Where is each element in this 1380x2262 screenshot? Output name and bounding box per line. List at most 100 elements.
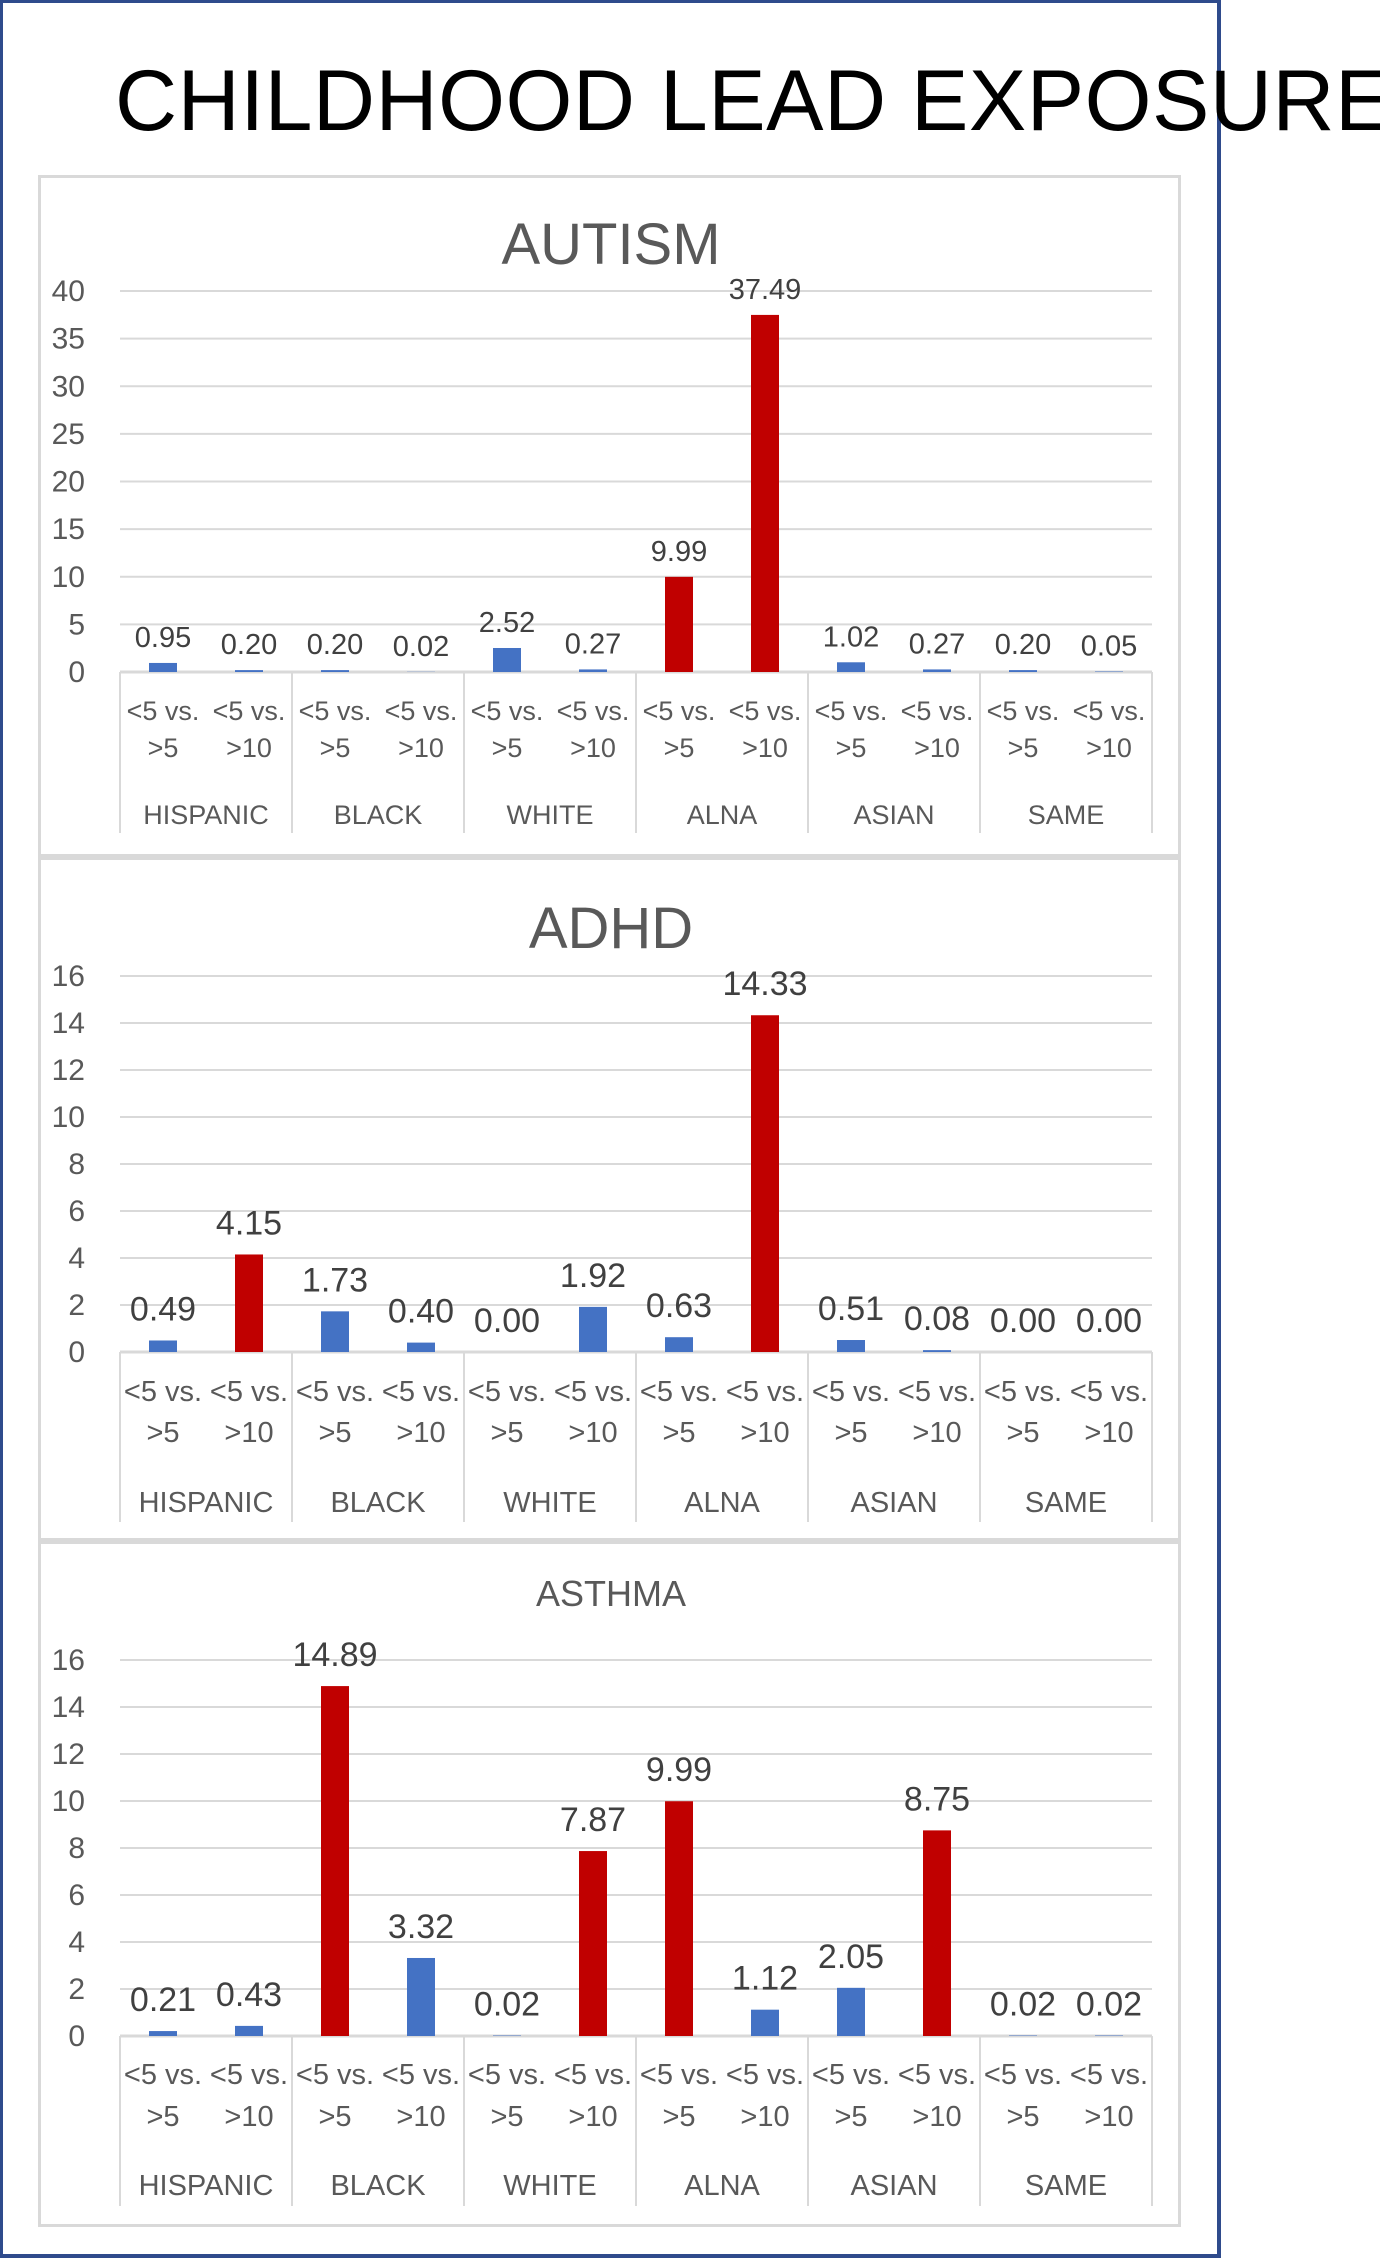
x-tick-label: >10 xyxy=(1084,1417,1133,1449)
bar xyxy=(149,1340,177,1352)
data-label: 0.00 xyxy=(990,1302,1056,1340)
bar xyxy=(923,1350,951,1352)
data-label: 0.05 xyxy=(1081,631,1137,663)
x-tick-label: <5 vs. xyxy=(901,696,974,726)
group-label: ALNA xyxy=(684,2170,760,2202)
x-tick-label: <5 vs. xyxy=(643,696,716,726)
y-tick-label: 14 xyxy=(52,1007,85,1040)
y-tick-label: 14 xyxy=(52,1691,85,1724)
bar xyxy=(407,1342,435,1352)
x-tick-label: <5 vs. xyxy=(296,1376,374,1408)
x-tick-label: >10 xyxy=(396,2101,445,2133)
group-label: BLACK xyxy=(330,2170,426,2202)
x-tick-label: <5 vs. xyxy=(382,1376,460,1408)
x-tick-label: >5 xyxy=(1008,733,1039,763)
page-frame xyxy=(0,0,1221,2258)
x-tick-label: <5 vs. xyxy=(299,696,372,726)
x-tick-label: <5 vs. xyxy=(729,696,802,726)
x-tick-label: <5 vs. xyxy=(726,1376,804,1408)
x-tick-label: <5 vs. xyxy=(468,1376,546,1408)
x-tick-label: >10 xyxy=(568,1417,617,1449)
x-tick-label: >10 xyxy=(396,1417,445,1449)
chart-title: ADHD xyxy=(529,896,693,961)
group-label: BLACK xyxy=(334,800,423,830)
group-label: SAME xyxy=(1025,2170,1107,2202)
bar xyxy=(751,1015,779,1352)
adhd-chart: 0 2 4 6 8 10 12 14 16 0.49 <5 vs. >5 4.15 <5 vs. >10 1.… xyxy=(52,896,1153,1522)
chart-title: AUTISM xyxy=(501,212,720,277)
asthma-chart-panel: 0 2 4 6 8 10 12 14 16 0.21 <5 vs. >5 0.43 <5 vs. >10 14… xyxy=(38,1541,1181,2227)
data-label: 14.89 xyxy=(292,1636,377,1674)
y-tick-label: 2 xyxy=(68,1289,85,1322)
bar xyxy=(321,1311,349,1352)
y-tick-label: 10 xyxy=(52,1101,85,1134)
data-label: 7.87 xyxy=(560,1801,626,1839)
x-tick-label: <5 vs. xyxy=(898,2059,976,2091)
bar xyxy=(579,1851,607,2036)
y-tick-label: 20 xyxy=(52,466,85,499)
x-tick-label: <5 vs. xyxy=(726,2059,804,2091)
data-label: 0.21 xyxy=(130,1981,196,2019)
data-label: 1.92 xyxy=(560,1257,626,1295)
x-tick-label: >10 xyxy=(912,2101,961,2133)
bar xyxy=(149,662,177,672)
bar xyxy=(751,314,779,672)
group-label: ALNA xyxy=(687,800,758,830)
x-tick-label: <5 vs. xyxy=(124,2059,202,2091)
x-tick-label: <5 vs. xyxy=(468,2059,546,2091)
x-tick-label: >10 xyxy=(912,1417,961,1449)
group-label: WHITE xyxy=(503,2170,596,2202)
y-tick-label: 16 xyxy=(52,960,85,993)
x-tick-label: <5 vs. xyxy=(385,696,458,726)
data-label: 9.99 xyxy=(651,536,707,568)
data-label: 0.95 xyxy=(135,622,191,654)
x-tick-label: >10 xyxy=(740,2101,789,2133)
x-tick-label: >5 xyxy=(320,733,351,763)
x-tick-label: <5 vs. xyxy=(984,1376,1062,1408)
group-label: SAME xyxy=(1025,1487,1107,1519)
x-tick-label: <5 vs. xyxy=(1070,1376,1148,1408)
x-tick-label: <5 vs. xyxy=(124,1376,202,1408)
x-tick-label: >10 xyxy=(1086,733,1132,763)
data-label: 0.43 xyxy=(216,1976,282,2014)
data-label: 0.02 xyxy=(393,631,449,663)
bar xyxy=(923,669,951,672)
x-tick-label: >10 xyxy=(914,733,960,763)
bar xyxy=(579,1306,607,1352)
group-label: ASIAN xyxy=(853,800,934,830)
x-tick-label: <5 vs. xyxy=(1070,2059,1148,2091)
y-tick-label: 12 xyxy=(52,1054,85,1087)
data-label: 0.63 xyxy=(646,1287,712,1325)
y-tick-label: 0 xyxy=(68,656,85,689)
x-tick-label: >5 xyxy=(490,2101,523,2133)
bar xyxy=(837,662,865,672)
x-tick-label: <5 vs. xyxy=(812,2059,890,2091)
bar xyxy=(837,1340,865,1352)
data-label: 1.73 xyxy=(302,1261,368,1299)
data-label: 0.08 xyxy=(904,1300,970,1338)
autism-chart: 0 5 10 15 20 25 30 35 40 0.95 <5 vs. >5 0.20 <5 vs. >1… xyxy=(52,212,1153,833)
bar xyxy=(321,670,349,672)
x-tick-label: <5 vs. xyxy=(815,696,888,726)
bar xyxy=(751,2009,779,2036)
bar xyxy=(235,2025,263,2036)
x-tick-label: <5 vs. xyxy=(898,1376,976,1408)
y-tick-label: 0 xyxy=(68,2020,85,2053)
bar xyxy=(1009,670,1037,672)
bar xyxy=(923,1830,951,2036)
y-tick-label: 25 xyxy=(52,418,85,451)
x-tick-label: >10 xyxy=(740,1417,789,1449)
x-tick-label: >10 xyxy=(224,1417,273,1449)
data-label: 0.27 xyxy=(565,628,621,660)
bar xyxy=(235,1254,263,1352)
y-tick-label: 5 xyxy=(68,608,85,641)
x-tick-label: >10 xyxy=(1084,2101,1133,2133)
x-tick-label: <5 vs. xyxy=(382,2059,460,2091)
group-label: WHITE xyxy=(507,800,594,830)
y-tick-label: 16 xyxy=(52,1644,85,1677)
bar xyxy=(149,2031,177,2036)
data-label: 0.20 xyxy=(995,629,1051,661)
bar xyxy=(579,669,607,672)
data-label: 0.00 xyxy=(1076,1302,1142,1340)
x-tick-label: <5 vs. xyxy=(296,2059,374,2091)
